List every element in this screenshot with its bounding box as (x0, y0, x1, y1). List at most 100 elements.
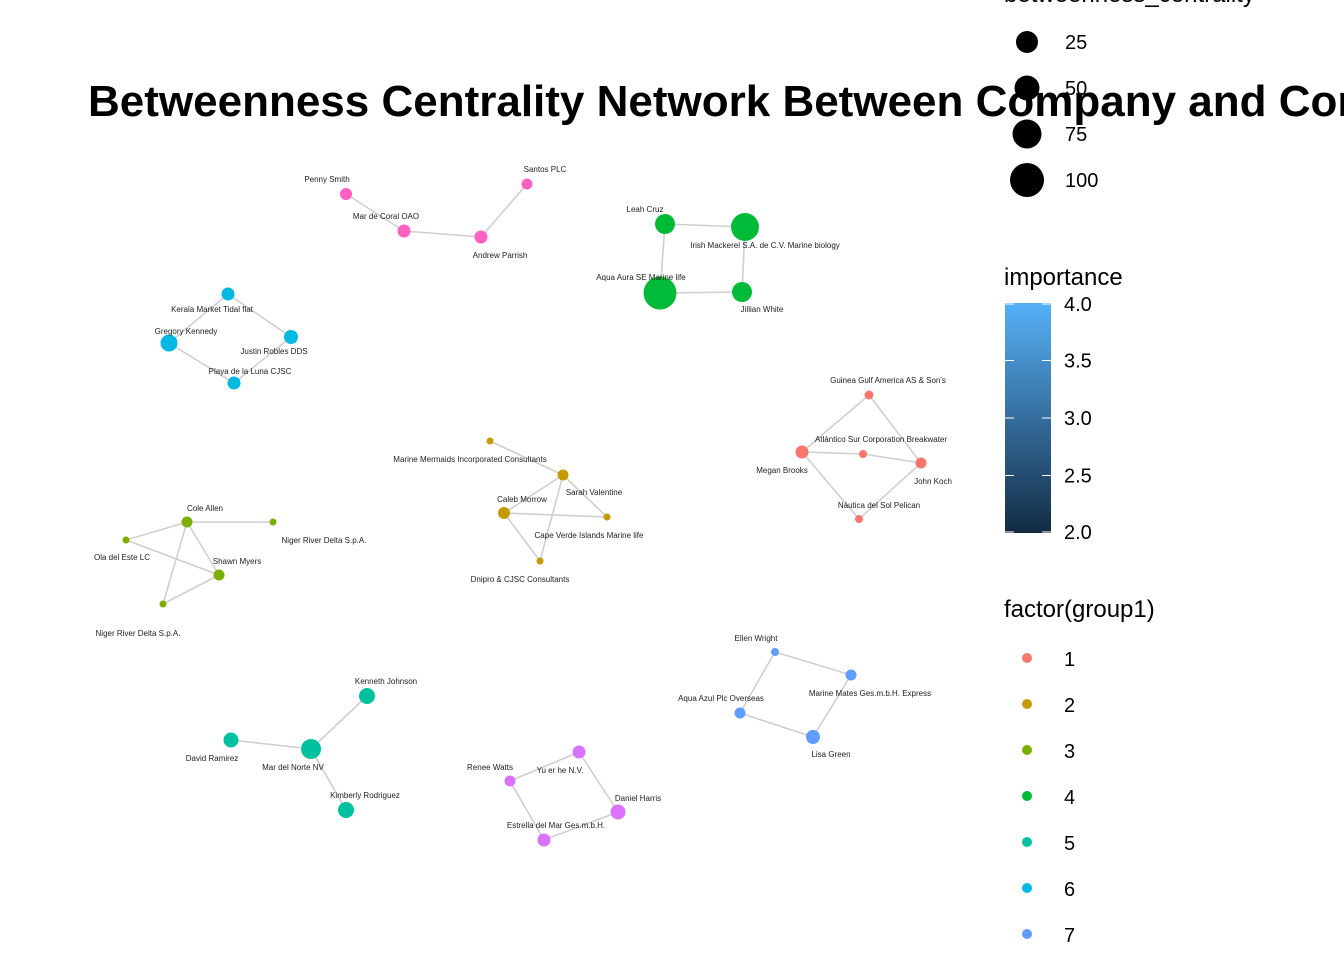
node-label-n30: Aqua Azul Plc Overseas (678, 694, 764, 703)
edge-n17-n16 (858, 462, 922, 520)
node-n26[interactable] (213, 569, 225, 581)
node-label-n31: Lisa Green (811, 750, 850, 759)
node-n29[interactable] (845, 669, 857, 681)
node-label-layer: Penny Smith Mar de Coral OAO Andrew Parris… (94, 165, 952, 830)
node-n14[interactable] (859, 450, 867, 458)
node-n11[interactable] (284, 330, 298, 344)
node-label-n38: Daniel Harris (615, 794, 661, 803)
node-label-n12: Playa de la Luna CJSC (209, 367, 292, 376)
importance-tick-label-2.0: 2.0 (1064, 522, 1092, 544)
node-n23[interactable] (181, 516, 193, 528)
node-n12[interactable] (227, 376, 241, 390)
edge-n15-n17 (801, 451, 860, 520)
edge-n25-n26 (125, 539, 220, 576)
node-n18[interactable] (486, 437, 494, 445)
node-label-n1: Penny Smith (304, 175, 349, 184)
node-n2[interactable] (397, 224, 411, 238)
node-n33[interactable] (223, 732, 239, 748)
importance-tick-label-3.5: 3.5 (1064, 351, 1092, 373)
group-legend-label-1: 1 (1064, 649, 1075, 671)
node-label-n9: Kerala Market Tidal flat (171, 305, 254, 314)
edge-n20-n22 (503, 512, 541, 562)
edge-n30-n31 (739, 712, 814, 738)
edge-n37-n38 (578, 751, 619, 813)
node-label-n10: Gregory Kennedy (155, 327, 218, 336)
group-legend-key-3 (1022, 745, 1032, 755)
node-n19[interactable] (557, 469, 569, 481)
edge-n36-n37 (509, 751, 580, 782)
node-n37[interactable] (572, 745, 586, 759)
node-n32[interactable] (359, 688, 375, 704)
node-n7[interactable] (643, 276, 677, 310)
node-n39[interactable] (537, 833, 551, 847)
node-label-n39: Estrella del Mar Ges.m.b.H. (507, 821, 605, 830)
edge-n10-n12 (168, 342, 235, 384)
node-label-n29: Marine Mates Ges.m.b.H. Express (809, 689, 931, 698)
size-legend-label-75: 75 (1065, 124, 1087, 146)
node-n28[interactable] (771, 648, 779, 656)
node-n36[interactable] (504, 775, 516, 787)
edge-n1-n2 (345, 193, 405, 232)
node-label-n17: Náutica del Sol Pelican (838, 501, 920, 510)
edge-n13-n16 (868, 394, 922, 464)
group-legend-key-5 (1022, 837, 1032, 847)
importance-legend: importance 4.0 3.5 3.0 2.5 2.0 (1004, 264, 1123, 544)
node-label-n22: Dnipro & CJSC Consultants (471, 575, 570, 584)
node-label-n14: Atlántico Sur Corporation Breakwater (815, 435, 947, 444)
node-layer (122, 178, 927, 847)
edge-n14-n16 (862, 453, 922, 464)
node-n17[interactable] (855, 515, 863, 523)
node-label-n4: Santos PLC (524, 165, 567, 174)
node-n16[interactable] (915, 457, 927, 469)
node-label-n11: Justin Robles DDS (240, 347, 307, 356)
size-legend-key-50 (1014, 75, 1040, 101)
node-n21[interactable] (603, 513, 611, 521)
node-label-n36: Renee Watts (467, 763, 513, 772)
node-n20[interactable] (498, 507, 510, 519)
node-label-n26: Shawn Myers (213, 557, 261, 566)
node-label-n19: Sarah Valentine (566, 488, 623, 497)
edge-n13-n15 (801, 394, 870, 453)
node-n13[interactable] (864, 390, 874, 400)
node-n9[interactable] (221, 287, 235, 301)
node-n30[interactable] (734, 707, 746, 719)
node-n24[interactable] (269, 518, 277, 526)
edge-n29-n31 (812, 674, 852, 738)
edge-n9-n11 (227, 293, 292, 338)
edge-n3-n4 (480, 183, 528, 238)
node-n8[interactable] (732, 282, 752, 302)
node-n38[interactable] (610, 804, 626, 820)
edge-n20-n21 (503, 512, 608, 518)
edge-n26-n27 (162, 574, 220, 605)
edge-n18-n19 (489, 440, 564, 476)
node-n35[interactable] (338, 802, 354, 818)
node-n10[interactable] (160, 334, 178, 352)
node-n3[interactable] (474, 230, 488, 244)
size-legend-title: betweenness_centrality (1004, 0, 1255, 8)
node-n31[interactable] (806, 730, 820, 744)
group-legend-key-6 (1022, 883, 1032, 893)
node-n25[interactable] (122, 536, 130, 544)
node-label-n15: Megan Brooks (756, 466, 808, 475)
node-n22[interactable] (536, 557, 544, 565)
group-legend-key-2 (1022, 699, 1032, 709)
node-label-n8: Jillian White (741, 305, 784, 314)
node-n6[interactable] (731, 213, 759, 241)
node-n5[interactable] (655, 214, 675, 234)
node-n4[interactable] (521, 178, 533, 190)
group-legend-label-4: 4 (1064, 787, 1075, 809)
edge-n19-n21 (562, 474, 608, 518)
chart-title: Betweenness Centrality Network Between C… (88, 77, 1344, 126)
node-n34[interactable] (301, 739, 321, 759)
size-legend-key-100 (1010, 163, 1044, 197)
node-label-n18: Marine Mermaids Incorporated Consultants (393, 455, 546, 464)
node-label-n25: Ola del Este LC (94, 553, 150, 562)
node-label-n5: Leah Cruz (627, 205, 664, 214)
node-n15[interactable] (795, 445, 809, 459)
node-n1[interactable] (340, 188, 352, 200)
edge-n28-n29 (774, 651, 852, 676)
edge-n23-n25 (125, 521, 188, 541)
size-legend-label-25: 25 (1065, 32, 1087, 54)
node-n27[interactable] (159, 600, 167, 608)
